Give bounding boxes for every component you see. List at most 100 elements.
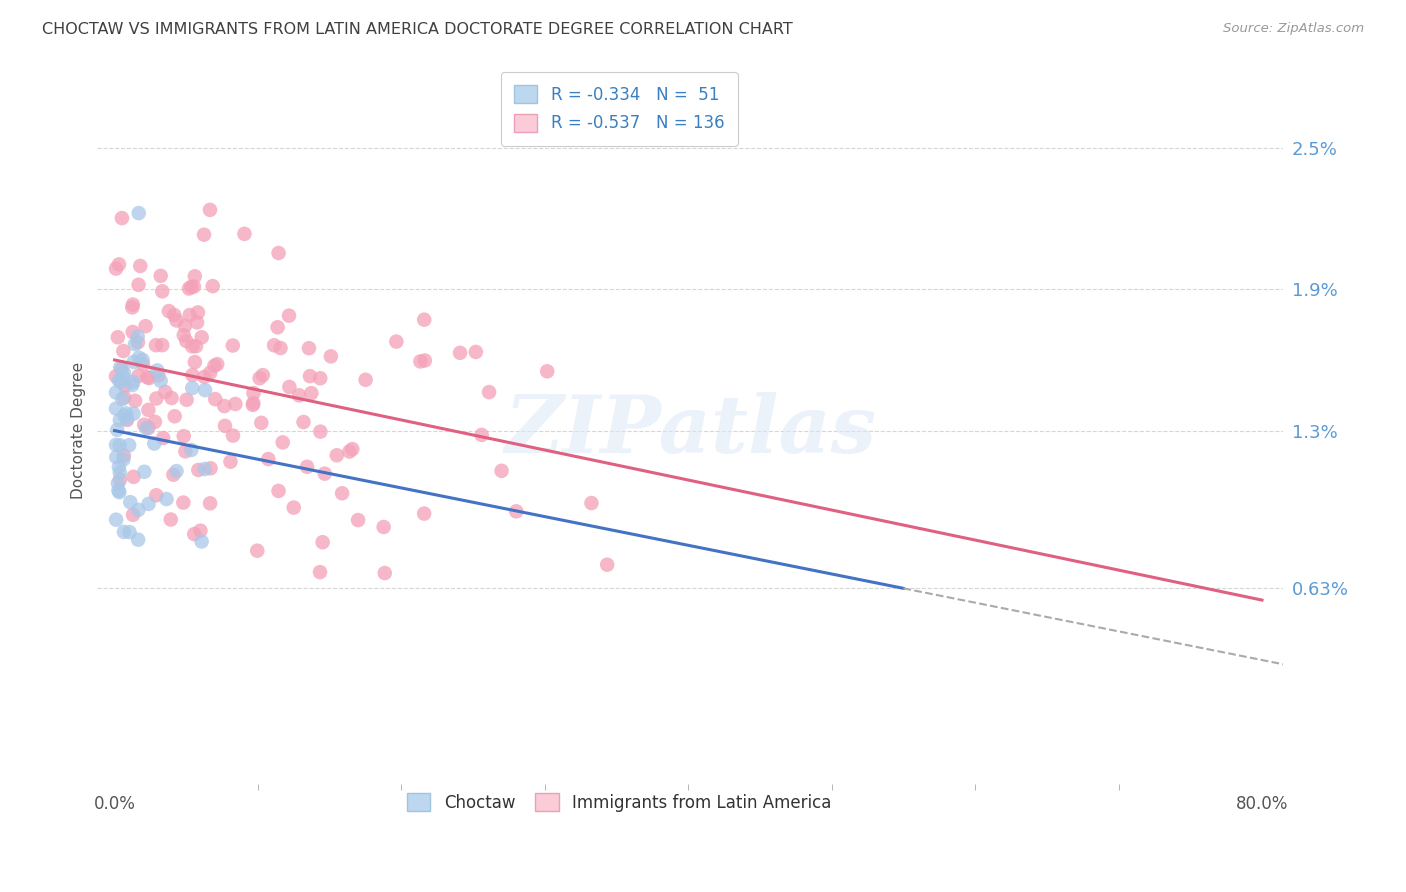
Point — [198, 496, 221, 510]
Point — [166, 464, 188, 478]
Point — [121, 378, 143, 392]
Point — [120, 495, 142, 509]
Point — [127, 503, 149, 517]
Point — [181, 381, 204, 395]
Point — [173, 328, 195, 343]
Point — [122, 375, 145, 389]
Point — [214, 399, 236, 413]
Point — [309, 371, 332, 385]
Point — [267, 246, 290, 260]
Point — [160, 391, 183, 405]
Point — [143, 415, 166, 429]
Point — [252, 368, 274, 383]
Point — [110, 362, 132, 376]
Point — [198, 202, 221, 217]
Point — [135, 421, 157, 435]
Point — [204, 392, 226, 406]
Point — [187, 305, 209, 319]
Point — [269, 341, 291, 355]
Point — [373, 520, 395, 534]
Point — [115, 411, 138, 425]
Point — [131, 352, 153, 367]
Point — [112, 390, 135, 404]
Point — [242, 398, 264, 412]
Point — [145, 392, 167, 406]
Point — [187, 463, 209, 477]
Point — [271, 435, 294, 450]
Point — [193, 370, 215, 384]
Point — [138, 497, 160, 511]
Point — [128, 351, 150, 365]
Point — [181, 339, 204, 353]
Point — [222, 338, 245, 352]
Point — [242, 396, 264, 410]
Point — [121, 325, 143, 339]
Point — [108, 459, 131, 474]
Point — [127, 533, 149, 547]
Point — [224, 397, 246, 411]
Point — [242, 386, 264, 401]
Point — [309, 565, 332, 579]
Point — [190, 534, 212, 549]
Point — [299, 386, 322, 401]
Y-axis label: Doctorate Degree: Doctorate Degree — [72, 362, 86, 500]
Point — [311, 535, 333, 549]
Point — [536, 364, 558, 378]
Point — [145, 488, 167, 502]
Point — [505, 504, 527, 518]
Point — [112, 524, 135, 539]
Text: CHOCTAW VS IMMIGRANTS FROM LATIN AMERICA DOCTORATE DEGREE CORRELATION CHART: CHOCTAW VS IMMIGRANTS FROM LATIN AMERICA… — [42, 22, 793, 37]
Point — [107, 476, 129, 491]
Point — [105, 401, 128, 416]
Point — [222, 428, 245, 442]
Point — [112, 344, 135, 359]
Point — [292, 415, 315, 429]
Point — [194, 462, 217, 476]
Point — [134, 417, 156, 432]
Point — [342, 442, 364, 457]
Point — [127, 335, 149, 350]
Point — [135, 319, 157, 334]
Point — [183, 279, 205, 293]
Point — [127, 368, 149, 383]
Point — [108, 466, 131, 480]
Text: ZIPatlas: ZIPatlas — [505, 392, 876, 469]
Point — [491, 464, 513, 478]
Point — [409, 354, 432, 368]
Point — [326, 448, 349, 462]
Point — [194, 383, 217, 397]
Point — [108, 485, 131, 500]
Point — [152, 431, 174, 445]
Point — [118, 438, 141, 452]
Point — [173, 429, 195, 443]
Point — [112, 452, 135, 467]
Point — [107, 330, 129, 344]
Point — [145, 338, 167, 352]
Point — [295, 459, 318, 474]
Point — [176, 334, 198, 348]
Point — [108, 438, 131, 452]
Point — [138, 421, 160, 435]
Point — [266, 320, 288, 334]
Point — [112, 409, 135, 423]
Point — [143, 436, 166, 450]
Point — [190, 524, 212, 538]
Point — [246, 543, 269, 558]
Point — [108, 473, 131, 487]
Point — [132, 357, 155, 371]
Point — [278, 309, 301, 323]
Point — [110, 360, 132, 375]
Point — [413, 312, 436, 326]
Point — [114, 379, 136, 393]
Point — [184, 339, 207, 353]
Text: Source: ZipAtlas.com: Source: ZipAtlas.com — [1223, 22, 1364, 36]
Point — [146, 363, 169, 377]
Point — [202, 359, 225, 373]
Point — [233, 227, 256, 241]
Point — [205, 357, 228, 371]
Point — [110, 375, 132, 389]
Point — [314, 467, 336, 481]
Point — [283, 500, 305, 515]
Point — [105, 438, 128, 452]
Point — [162, 467, 184, 482]
